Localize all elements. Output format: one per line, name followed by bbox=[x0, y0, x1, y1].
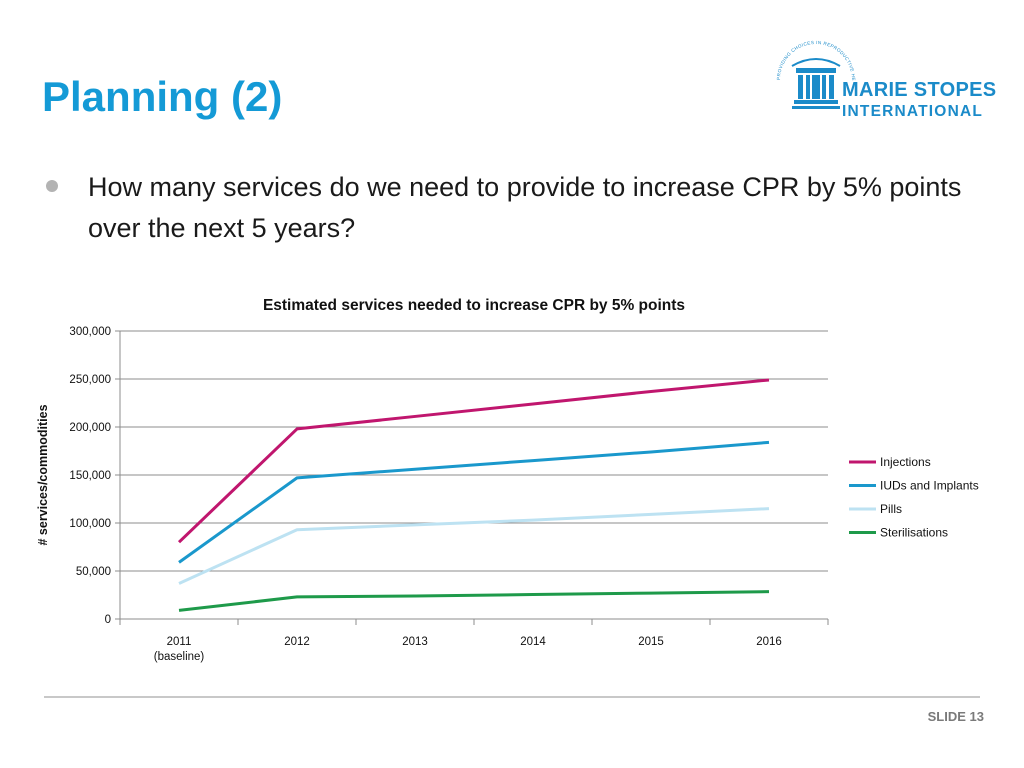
x-tick-label-5: 2016 bbox=[756, 636, 782, 648]
y-tick-label-4: 200,000 bbox=[69, 422, 111, 434]
chart-title: Estimated services needed to increase CP… bbox=[263, 297, 685, 314]
legend-label-sterilisations: Sterilisations bbox=[880, 526, 948, 540]
series-line-pills bbox=[178, 507, 770, 585]
y-tick-label-1: 50,000 bbox=[76, 566, 111, 578]
series-line-sterilisations bbox=[178, 590, 770, 612]
series-line-injections bbox=[177, 378, 770, 544]
bullet-text: How many services do we need to provide … bbox=[88, 172, 962, 243]
legend-label-injections: Injections bbox=[880, 455, 931, 469]
logo-wordmark: MARIE STOPES INTERNATIONAL bbox=[842, 79, 996, 123]
y-tick-label-6: 300,000 bbox=[69, 326, 111, 338]
y-tick-label-5: 250,000 bbox=[69, 374, 111, 386]
building-emblem-icon: PROVIDING CHOICES IN REPRODUCTIVE HEALTH… bbox=[770, 34, 856, 109]
x-tick-label-1: 2012 bbox=[284, 636, 310, 648]
x-tick-label-4: 2015 bbox=[638, 636, 664, 648]
bullet-dot-icon bbox=[46, 180, 58, 192]
x-tick-label-0: 2011 (baseline) bbox=[154, 636, 205, 663]
slide-number: SLIDE 13 bbox=[927, 709, 984, 724]
series-line-iuds-and-implants bbox=[178, 440, 770, 564]
legend-label-pills: Pills bbox=[880, 502, 902, 516]
legend-label-iuds-and-implants: IUDs and Implants bbox=[880, 479, 979, 493]
services-line-chart: Estimated services needed to increase CP… bbox=[36, 297, 979, 663]
logo-name-line1: MARIE STOPES bbox=[842, 79, 997, 101]
y-axis-label: # services/commodities bbox=[36, 404, 50, 545]
y-tick-label-3: 150,000 bbox=[69, 470, 111, 482]
y-tick-label-2: 100,000 bbox=[69, 518, 111, 530]
slide-title: Planning (2) bbox=[42, 73, 283, 120]
footer-divider bbox=[44, 696, 980, 698]
marie-stopes-logo: PROVIDING CHOICES IN REPRODUCTIVE HEALTH… bbox=[770, 34, 987, 138]
y-tick-label-0: 0 bbox=[105, 614, 111, 626]
x-tick-label-2: 2013 bbox=[402, 636, 428, 648]
logo-name-line2: INTERNATIONAL bbox=[842, 103, 984, 120]
x-tick-label-3: 2014 bbox=[520, 636, 546, 648]
